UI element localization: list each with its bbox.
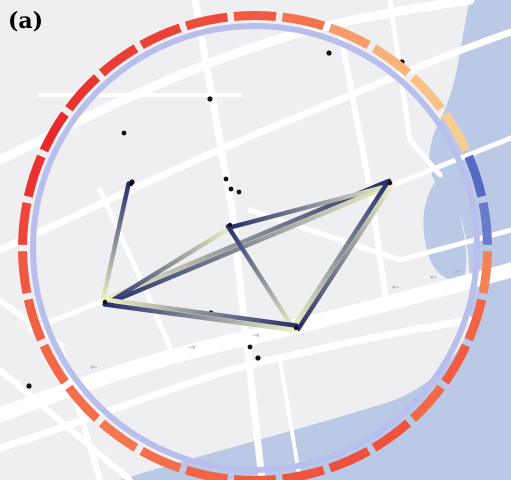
road-arrow-icon: → [252, 331, 260, 341]
ring-segment[interactable] [281, 12, 326, 31]
flow-edge[interactable] [295, 182, 395, 332]
poi-point[interactable] [247, 344, 253, 350]
ring-segment[interactable] [98, 44, 139, 77]
ring-segment[interactable] [464, 298, 487, 342]
flow-edge[interactable] [103, 297, 299, 328]
ring-segment[interactable] [65, 74, 101, 112]
river-inlet [423, 175, 467, 280]
flow-node-a[interactable] [128, 181, 134, 187]
poi-point[interactable] [228, 186, 234, 192]
ring-segment[interactable] [328, 23, 371, 49]
ring-segment[interactable] [464, 154, 487, 198]
ring-segment[interactable] [328, 447, 371, 473]
flow-node-b[interactable] [102, 299, 108, 305]
river-branch [488, 0, 511, 110]
road-arrow-icon: ← [90, 363, 98, 373]
ring-segment[interactable] [23, 154, 46, 198]
ring-segment[interactable] [184, 465, 229, 480]
ring-segment[interactable] [18, 201, 32, 245]
flow-layer [100, 178, 395, 333]
ring-segment[interactable] [409, 384, 445, 422]
flow-edge[interactable] [100, 181, 131, 304]
ring-track [30, 23, 480, 473]
road-minor-1 [97, 187, 178, 363]
poi-point[interactable] [121, 130, 127, 136]
road-diagonal-1 [0, 28, 511, 254]
ring-segment[interactable] [139, 23, 182, 49]
ring-segment[interactable] [184, 12, 229, 31]
ring-segment[interactable] [39, 111, 69, 153]
ring-segment[interactable] [371, 419, 412, 452]
road-arterial-lower-2 [0, 316, 474, 452]
ring-segment[interactable] [409, 74, 445, 112]
road-arrow-icon: ← [392, 283, 400, 293]
ring-segment[interactable] [233, 10, 277, 21]
ring-segment[interactable] [23, 298, 46, 342]
flow-edge[interactable] [225, 224, 297, 332]
road-minor-3 [0, 367, 133, 480]
ring-segment[interactable] [98, 419, 139, 452]
ring-segment[interactable] [65, 384, 101, 422]
flow-edge[interactable] [104, 224, 234, 307]
flow-edge[interactable] [228, 183, 393, 230]
ring-segment[interactable] [233, 475, 277, 480]
road-arrow-icon: ← [430, 273, 438, 283]
poi-point[interactable] [236, 189, 242, 195]
node-layer [102, 180, 393, 331]
flow-edge[interactable] [291, 179, 391, 329]
ring-segment[interactable] [39, 343, 69, 385]
ring-segment[interactable] [441, 111, 471, 153]
panel-label: (a) [8, 8, 44, 34]
road-minor-2 [0, 297, 103, 480]
flow-edge[interactable] [101, 178, 392, 303]
ring-segment[interactable] [371, 44, 412, 77]
poi-point[interactable] [255, 355, 261, 361]
ring-segment[interactable] [18, 251, 32, 295]
flow-edge[interactable] [103, 182, 394, 307]
road-arterial-lower [0, 262, 511, 423]
ring-segment[interactable] [478, 251, 492, 295]
flow-node-d[interactable] [387, 180, 393, 186]
poi-point[interactable] [26, 383, 32, 389]
flow-edge[interactable] [102, 302, 298, 333]
road-minor-6 [278, 358, 302, 480]
ring-segments [18, 10, 492, 480]
road-arrow-icon: ← [455, 267, 463, 277]
flow-node-c[interactable] [227, 222, 233, 228]
road-arrows: ← ← ← → → ← [90, 267, 463, 373]
ring-segment[interactable] [139, 447, 182, 473]
ring-segment[interactable] [478, 201, 492, 245]
road-vertical-3 [387, 0, 443, 178]
poi-layer [26, 50, 405, 389]
flow-node-e[interactable] [293, 325, 299, 331]
poi-point[interactable] [223, 176, 229, 182]
ring-segment[interactable] [441, 343, 471, 385]
road-arrow-icon: → [188, 343, 196, 353]
poi-point[interactable] [207, 96, 213, 102]
road-vertical-1 [191, 0, 266, 480]
poi-point[interactable] [326, 50, 332, 56]
ring-segment[interactable] [281, 465, 326, 480]
road-vertical-2 [337, 27, 389, 303]
